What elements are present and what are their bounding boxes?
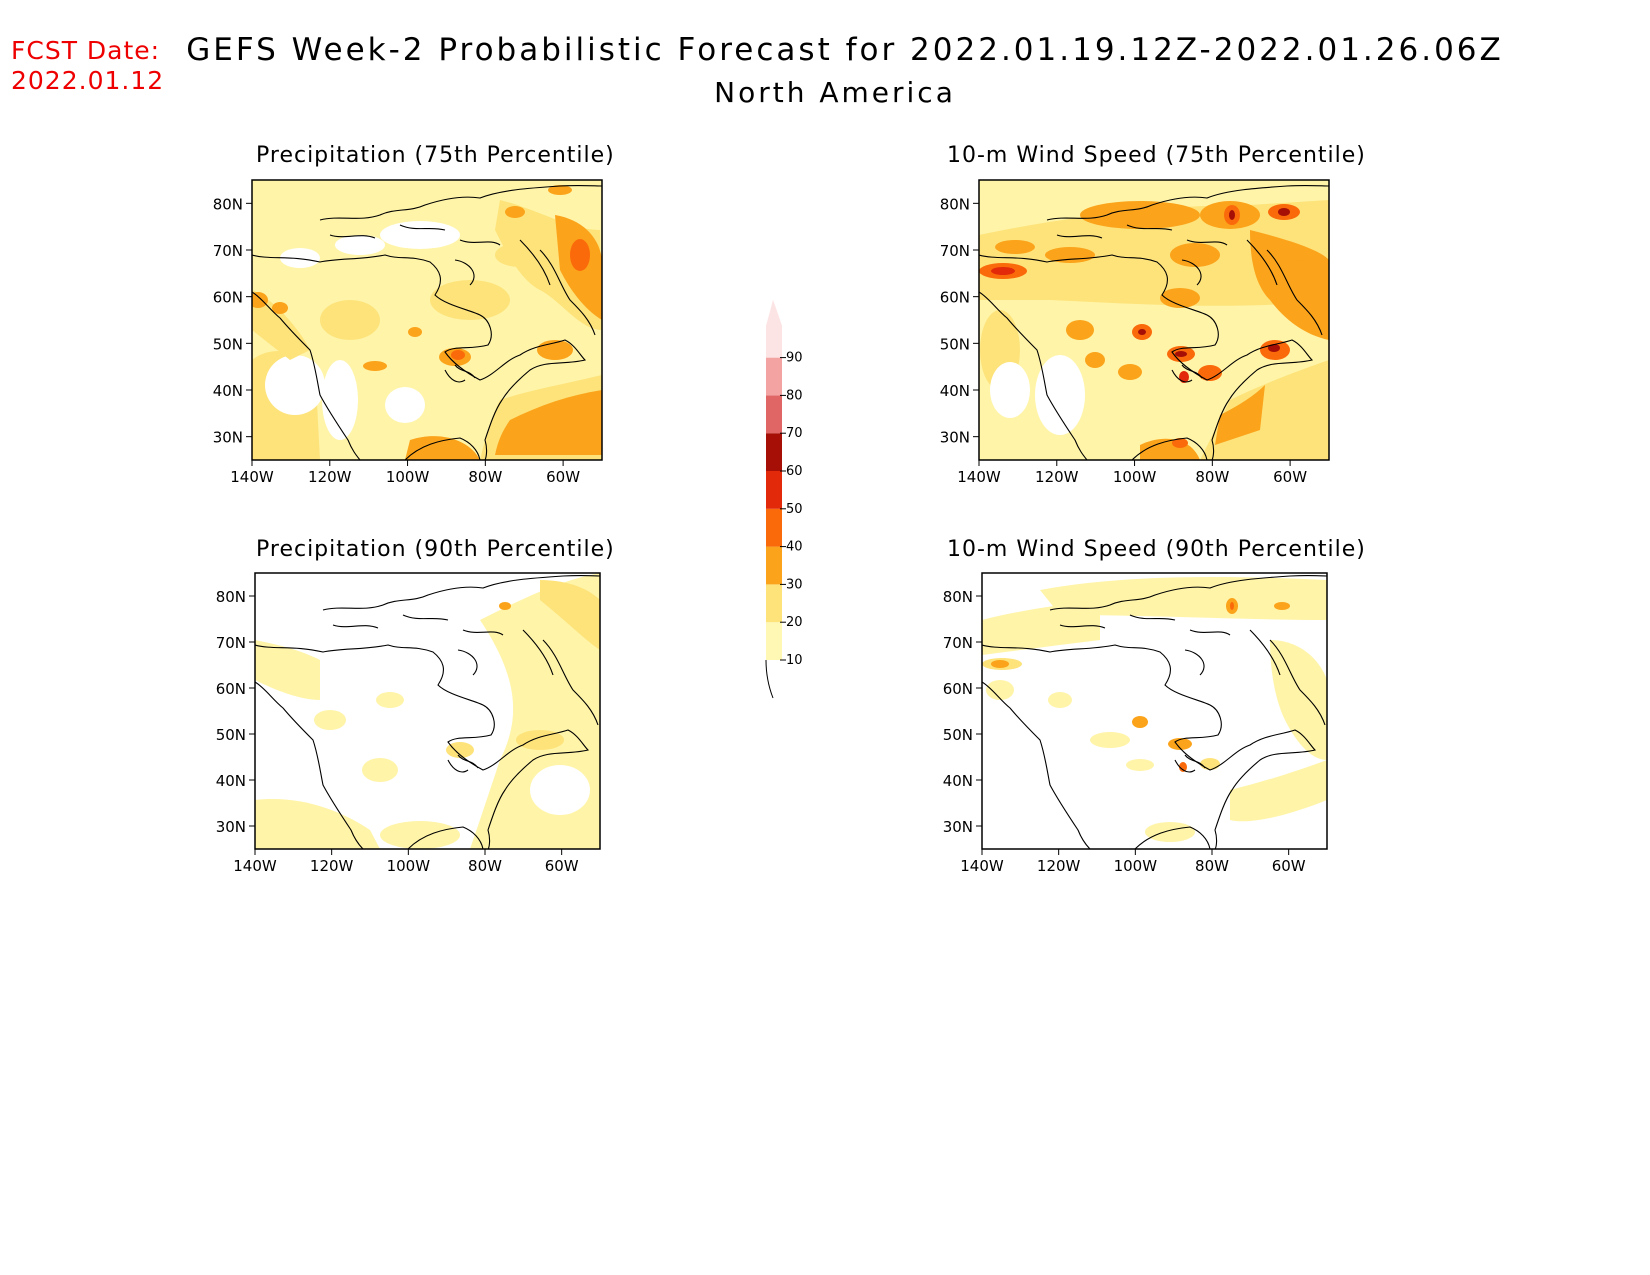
- map-frame-wind-90: [981, 572, 1328, 850]
- colorbar: 10 20 30 40 50 60 70 80 90: [765, 299, 803, 699]
- lon-tick-label: 100W: [1114, 857, 1158, 875]
- lat-tick-label: 80N: [940, 195, 970, 213]
- lon-tick-label: 60W: [1272, 857, 1306, 875]
- lon-tick-label: 120W: [1037, 857, 1081, 875]
- lon-tick-label: 120W: [1035, 468, 1079, 486]
- colorbar-swatch: [766, 508, 782, 547]
- map-wind-90: [981, 572, 1328, 850]
- colorbar-swatch: [766, 299, 782, 358]
- lat-tick-label: 80N: [213, 195, 243, 213]
- colorbar-level-label: 40: [786, 540, 803, 555]
- lat-tick-label: 60N: [216, 680, 246, 698]
- lat-tick-label: 50N: [213, 335, 243, 353]
- lon-tick-label: 100W: [386, 468, 430, 486]
- lat-tick-label: 30N: [216, 818, 246, 836]
- forecast-date-block: FCST Date: 2022.01.12: [11, 36, 164, 96]
- lon-tick-label: 100W: [1113, 468, 1157, 486]
- lon-tick-label: 80W: [1195, 857, 1229, 875]
- lon-tick-label: 100W: [387, 857, 431, 875]
- lat-tick-label: 80N: [943, 588, 973, 606]
- colorbar-level-label: 30: [786, 577, 803, 592]
- lon-tick-label: 60W: [1273, 468, 1307, 486]
- lat-tick-label: 80N: [216, 588, 246, 606]
- panel-title-precip-75: Precipitation (75th Percentile): [256, 143, 615, 168]
- lat-tick-label: 70N: [943, 634, 973, 652]
- lon-tick-label: 80W: [1195, 468, 1229, 486]
- panel-title-wind-90: 10-m Wind Speed (90th Percentile): [947, 537, 1366, 562]
- lat-tick-label: 50N: [216, 726, 246, 744]
- lon-tick-label: 140W: [960, 857, 1004, 875]
- lon-tick-label: 60W: [546, 468, 580, 486]
- colorbar-level-label: 70: [786, 426, 803, 441]
- lat-tick-label: 60N: [943, 680, 973, 698]
- lat-tick-label: 60N: [213, 289, 243, 307]
- lat-tick-label: 40N: [943, 772, 973, 790]
- map-wind-75: [978, 179, 1330, 461]
- lat-tick-label: 30N: [213, 429, 243, 447]
- panel-title-wind-75: 10-m Wind Speed (75th Percentile): [947, 143, 1366, 168]
- colorbar-swatch: [766, 546, 782, 585]
- lat-tick-label: 50N: [940, 335, 970, 353]
- colorbar-swatch: [766, 395, 782, 434]
- colorbar-level-label: 50: [786, 502, 803, 517]
- colorbar-bottom-cap: [765, 659, 774, 699]
- lat-tick-label: 30N: [940, 429, 970, 447]
- colorbar-swatch: [766, 622, 782, 660]
- lon-tick-label: 80W: [468, 468, 502, 486]
- colorbar-swatch: [766, 471, 782, 509]
- lat-tick-label: 40N: [216, 772, 246, 790]
- lon-tick-label: 120W: [310, 857, 354, 875]
- lon-tick-label: 60W: [545, 857, 579, 875]
- lat-tick-label: 60N: [940, 289, 970, 307]
- lon-tick-label: 140W: [957, 468, 1001, 486]
- map-precip-90: [254, 572, 601, 850]
- colorbar-level-label: 80: [786, 388, 803, 403]
- forecast-date-label: FCST Date:: [11, 36, 161, 65]
- page-title: GEFS Week-2 Probabilistic Forecast for 2…: [186, 32, 1504, 68]
- lon-tick-label: 80W: [468, 857, 502, 875]
- lat-tick-label: 50N: [943, 726, 973, 744]
- map-frame-precip-75: [251, 179, 603, 461]
- page-subtitle: North America: [714, 76, 956, 109]
- colorbar-level-label: 10: [786, 653, 803, 668]
- lat-tick-label: 70N: [213, 242, 243, 260]
- forecast-date-value: 2022.01.12: [11, 66, 165, 95]
- colorbar-swatch: [766, 433, 782, 471]
- colorbar-level-label: 20: [786, 615, 803, 630]
- map-frame-precip-90: [254, 572, 601, 850]
- colorbar-level-label: 60: [786, 464, 803, 479]
- lat-tick-label: 40N: [940, 382, 970, 400]
- map-frame-wind-75: [978, 179, 1330, 461]
- colorbar-swatch: [766, 584, 782, 623]
- lat-tick-label: 70N: [940, 242, 970, 260]
- lat-tick-label: 30N: [943, 818, 973, 836]
- colorbar-level-label: 90: [786, 351, 803, 366]
- panel-title-precip-90: Precipitation (90th Percentile): [256, 537, 615, 562]
- lon-tick-label: 140W: [233, 857, 277, 875]
- lon-tick-label: 120W: [308, 468, 352, 486]
- colorbar-swatch: [766, 357, 782, 396]
- lon-tick-label: 140W: [230, 468, 274, 486]
- lat-tick-label: 40N: [213, 382, 243, 400]
- map-axes: 140W 120W 100W 80W 60W 80N 70N 60N 50N 40N 30N 140W…: [213, 195, 1308, 875]
- map-precip-75: [251, 179, 603, 461]
- lat-tick-label: 70N: [216, 634, 246, 652]
